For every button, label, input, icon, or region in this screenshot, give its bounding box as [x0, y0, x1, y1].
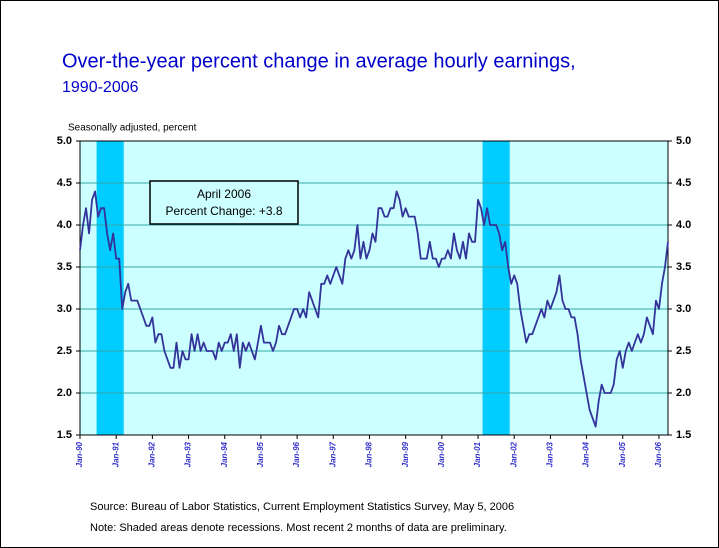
x-tick-label: Jan-05: [618, 441, 627, 467]
y2-tick-label: 1.5: [676, 429, 691, 441]
annotation-text: Percent Change: +3.8: [165, 204, 282, 218]
x-tick-label: Jan-95: [256, 441, 265, 467]
source: Source: Bureau of Labor Statistics, Curr…: [90, 501, 514, 513]
y-tick-label: 4.5: [57, 177, 72, 189]
y-tick-label: 1.5: [57, 429, 72, 441]
x-tick-label: Jan-02: [509, 441, 518, 467]
x-tick-label: Jan-92: [147, 441, 156, 467]
x-tick-label: Jan-91: [111, 441, 120, 467]
x-tick-label: Jan-04: [582, 441, 591, 467]
annotation-title: April 2006: [197, 187, 251, 201]
y-axis-label: Seasonally adjusted, percent: [68, 123, 197, 134]
x-tick-label: Jan-94: [220, 441, 229, 467]
x-tick-label: Jan-06: [654, 441, 663, 467]
recession-band: [482, 141, 510, 435]
y-tick-label: 3.0: [57, 303, 72, 315]
x-tick-label: Jan-93: [184, 441, 193, 467]
y2-tick-label: 4.0: [676, 219, 691, 231]
x-tick-label: Jan-98: [365, 441, 374, 467]
y2-tick-label: 3.0: [676, 303, 691, 315]
x-tick-label: Jan-03: [546, 441, 555, 467]
y-tick-label: 2.0: [57, 387, 72, 399]
x-tick-label: Jan-96: [292, 441, 301, 467]
y-tick-label: 2.5: [57, 345, 72, 357]
x-tick-label: Jan-01: [473, 441, 482, 467]
x-tick-label: Jan-00: [437, 441, 446, 467]
y2-tick-label: 2.5: [676, 345, 691, 357]
x-tick-label: Jan-99: [401, 441, 410, 467]
x-tick-label: Jan-90: [75, 441, 84, 467]
x-tick-label: Jan-97: [328, 441, 337, 467]
y2-tick-label: 4.5: [676, 177, 691, 189]
y-tick-label: 4.0: [57, 219, 72, 231]
note: Note: Shaded areas denote recessions. Mo…: [90, 522, 507, 534]
plot-border: [79, 140, 669, 436]
y2-tick-label: 2.0: [676, 387, 691, 399]
data-line: [79, 190, 669, 428]
y-tick-label: 3.5: [57, 261, 72, 273]
recession-band: [96, 141, 124, 435]
chart-subtitle: 1990-2006: [62, 79, 139, 96]
chart-title: Over-the-year percent change in average …: [62, 50, 576, 72]
y2-tick-label: 3.5: [676, 261, 691, 273]
y-tick-label: 5.0: [57, 135, 72, 147]
y2-tick-label: 5.0: [676, 135, 691, 147]
annotation-box: [149, 180, 299, 225]
